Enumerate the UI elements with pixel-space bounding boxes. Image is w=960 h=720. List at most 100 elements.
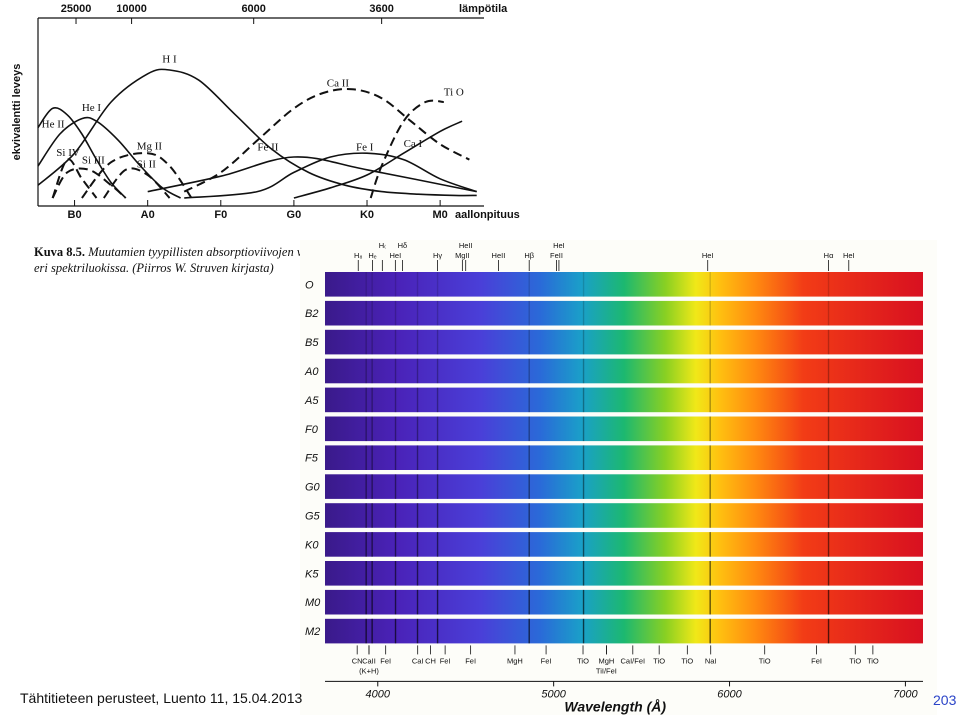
bottom-line-label: TiO [653, 656, 665, 665]
wavelength-tick-label: 6000 [717, 688, 742, 700]
curve-fe-ii [147, 156, 477, 193]
wavelength-axis-title: Wavelength (Å) [564, 698, 666, 714]
page-number: 203 [933, 692, 957, 708]
spectral-class-label: A0 [304, 366, 319, 378]
x-tick-label: F0 [214, 209, 227, 221]
bottom-line-label: TiO [759, 656, 771, 665]
bottom-line-label: FeI [541, 656, 552, 665]
top-line-label: Hα [824, 251, 834, 260]
series-label-he-i: He I [82, 102, 102, 114]
series-label-fe-i: Fe I [356, 142, 374, 154]
bottom-line-label: CaII [362, 656, 376, 665]
bottom-line-label: CaI [412, 656, 424, 665]
chart-text: 25000 10000 6000 3600 lämpötila B0 A0 F0 G0 K0 M0 a… [11, 3, 520, 221]
spectral-class-label: A5 [304, 395, 319, 407]
series-label-he-ii: He II [42, 119, 65, 131]
spectral-class-label: O [305, 279, 314, 291]
chart-curves [37, 68, 477, 199]
top-tick-label: 3600 [369, 3, 393, 15]
caption-label: Kuva 8.5. [34, 245, 86, 259]
top-axis-title: lämpötila [459, 3, 508, 15]
curve-mg-ii [81, 152, 193, 199]
spectrum-strip-m2 [325, 618, 923, 644]
curve-fe-i [184, 152, 477, 199]
spectrum-strips [325, 272, 923, 644]
top-line-label: HeI [390, 251, 402, 260]
top-line-label: Hγ [433, 251, 442, 260]
top-tick-label: 25000 [61, 3, 92, 15]
bottom-line-label: TiO [681, 656, 693, 665]
y-axis-label: ekvivalentti leveys [11, 64, 23, 161]
bottom-line-label: FeI [465, 656, 476, 665]
spectrum-strip-f0 [325, 416, 923, 442]
spectrum-strip-k0 [325, 532, 923, 557]
bottom-line-label: CH [425, 656, 436, 665]
bottom-line-label: CaI/FeI [620, 656, 645, 665]
top-line-label: HeI [843, 251, 855, 260]
bottom-line-label: FeI [440, 656, 451, 665]
spectral-class-label: K0 [305, 539, 319, 551]
spectrum-strip-f5 [325, 445, 923, 470]
series-label-ca-ii: Ca II [327, 78, 350, 90]
spectral-class-label: F5 [305, 453, 319, 465]
figure-caption: Kuva 8.5. Muutamien tyypillisten absorpt… [34, 244, 304, 280]
top-tick-label: 6000 [241, 3, 265, 15]
series-label-ti-o: Ti O [444, 87, 464, 99]
spectral-class-label: B5 [305, 337, 319, 349]
top-line-label: H₈ [354, 251, 363, 260]
stellar-spectra-figure: O B2 B5 A0 A5 F0 F5 G0 G5 K0 K5 M0 M2 H₈ Hₑ H₍ HeI Hδ Hγ Mg… [300, 240, 937, 715]
series-label-h-i: H I [162, 53, 177, 65]
wavelength-tick-label: 5000 [541, 688, 566, 700]
spectrum-strip-k5 [325, 561, 923, 586]
spectrum-strip-a0 [325, 358, 923, 384]
series-label-si-iv: Si IV [56, 147, 80, 159]
spectral-class-label: F0 [305, 424, 319, 436]
wavelength-tick-label: 4000 [366, 688, 391, 700]
spectral-class-label: G5 [305, 511, 321, 523]
curve-ca-ii [183, 87, 470, 193]
caption-line-2: eri spektriluokissa. (Piirros W. Struven… [34, 261, 274, 275]
spectrum-strip-m0 [325, 589, 923, 615]
series-label-si-iii: Si III [82, 154, 105, 166]
series-label-mg-ii: Mg II [137, 140, 163, 152]
top-line-label: MgII [455, 251, 470, 260]
x-tick-label: A0 [141, 209, 155, 221]
x-tick-label: G0 [287, 209, 302, 221]
spectral-class-label: M0 [305, 597, 321, 609]
curve-si-ii [102, 167, 171, 199]
top-line-label: H₍ [379, 241, 386, 250]
caption-line-1: Muutamien tyypillisten absorptioviivojen… [88, 245, 304, 259]
spectral-class-label: M2 [305, 626, 320, 638]
spectrum-strip-o [325, 272, 923, 297]
spectrum-strip-b2 [325, 300, 923, 326]
top-line-label: Hₑ [368, 251, 376, 260]
bottom-line-label: NaI [705, 656, 717, 665]
chart-axes [37, 17, 484, 207]
x-tick-label: B0 [68, 209, 82, 221]
wavelength-tick-label: 7000 [893, 688, 918, 700]
bottom-line-label: TiI/FeI [596, 666, 617, 675]
curve-si-iv [51, 158, 98, 199]
bottom-line-label: MgH [598, 656, 614, 665]
spectrum-strip-g0 [325, 474, 923, 499]
spectrum-strip-a5 [325, 387, 923, 413]
bottom-line-label: TiO [577, 656, 589, 665]
curve-ca-i [293, 120, 463, 199]
spectral-class-label: K5 [305, 568, 319, 580]
series-label-si-ii: Si II [137, 158, 157, 170]
spectral-class-label: G0 [305, 482, 321, 494]
top-line-label: Hδ [398, 241, 408, 250]
spectral-class-label: B2 [305, 308, 318, 320]
bottom-line-label: FeI [380, 656, 391, 665]
x-axis-label: aallonpituus [455, 209, 520, 221]
top-line-label: Hβ [524, 251, 534, 260]
slide-footer: Tähtitieteen perusteet, Luento 11, 15.04… [20, 690, 303, 706]
top-line-label: FeII [550, 251, 563, 260]
curve-h-i [37, 68, 477, 197]
top-line-label: HeII [492, 251, 506, 260]
top-line-label: HeII [459, 241, 473, 250]
bottom-line-label: CN [352, 656, 363, 665]
curve-si-iii [51, 167, 127, 199]
bottom-line-label: TiO [867, 656, 879, 665]
